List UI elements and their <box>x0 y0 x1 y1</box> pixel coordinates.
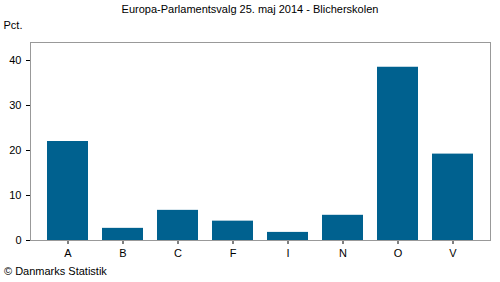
svg-text:O: O <box>394 247 403 259</box>
svg-text:C: C <box>174 247 182 259</box>
svg-text:Pct.: Pct. <box>4 19 23 31</box>
svg-text:F: F <box>230 247 237 259</box>
svg-text:B: B <box>119 247 126 259</box>
svg-text:40: 40 <box>9 54 21 66</box>
svg-text:30: 30 <box>9 99 21 111</box>
svg-text:0: 0 <box>15 234 21 246</box>
svg-text:V: V <box>449 247 457 259</box>
svg-text:20: 20 <box>9 144 21 156</box>
svg-text:10: 10 <box>9 189 21 201</box>
svg-text:N: N <box>339 247 347 259</box>
svg-text:I: I <box>286 247 289 259</box>
svg-text:A: A <box>64 247 72 259</box>
html-text:© Danmarks Statistik: © Danmarks Statistik <box>4 265 107 277</box>
html-text:Europa-Parlamentsvalg 25. maj: Europa-Parlamentsvalg 25. maj 2014 - Bli… <box>121 3 379 15</box>
